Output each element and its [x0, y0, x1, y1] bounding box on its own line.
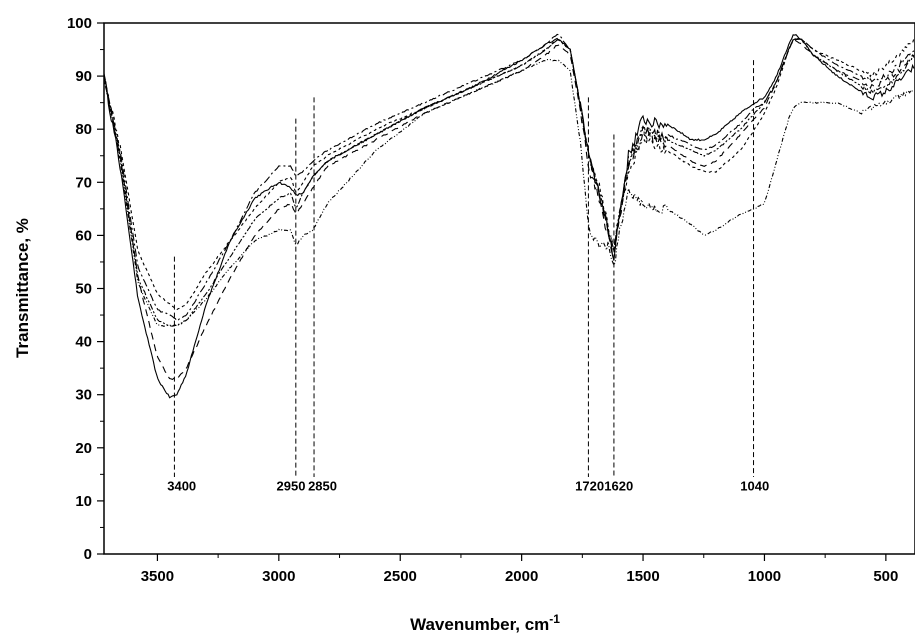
x-tick-label: 3500: [141, 568, 174, 585]
x-tick-label: 500: [873, 568, 898, 585]
spectrum-series-1: [103, 33, 915, 399]
peak-label: 2950: [277, 478, 306, 493]
axes-layer: 3500 3000 2500 2000 1500 1000 500 0 10 20 30 40 50 60…: [67, 15, 898, 585]
spectrum-series-4: [103, 33, 915, 322]
spectrum-series-6: [103, 58, 915, 327]
spectrum-series-3: [103, 37, 915, 311]
x-axis-label-main: Wavenumber, cm: [410, 615, 549, 634]
peak-label: 1040: [740, 478, 769, 493]
y-tick-label: 90: [75, 68, 92, 85]
x-axis-label: Wavenumber, cm-1: [410, 612, 560, 634]
y-tick-label: 60: [75, 227, 92, 244]
x-tick-label: 2500: [384, 568, 417, 585]
x-tick-label: 2000: [505, 568, 538, 585]
plot-area-frame: [103, 22, 915, 555]
y-tick-label: 50: [75, 281, 92, 298]
x-tick-label: 1500: [626, 568, 659, 585]
y-tick-label: 10: [75, 493, 92, 510]
y-tick-label: 70: [75, 174, 92, 191]
peak-label: 1720: [575, 478, 604, 493]
peak-label: 2850: [308, 478, 337, 493]
annotation-layer: 3400 2950 2850 1720 1620 1040: [167, 60, 769, 493]
spectrum-series-2: [103, 38, 915, 381]
x-tick-label: 3000: [262, 568, 295, 585]
y-tick-label: 80: [75, 121, 92, 138]
y-tick-label: 30: [75, 387, 92, 404]
peak-label: 3400: [167, 478, 196, 493]
x-tick-label: 1000: [748, 568, 781, 585]
y-tick-label: 40: [75, 334, 92, 351]
spectrum-series-5: [103, 37, 915, 327]
x-axis-label-superscript: -1: [549, 612, 560, 626]
y-tick-label: 20: [75, 440, 92, 457]
peak-label: 1620: [604, 478, 633, 493]
y-tick-label: 0: [84, 546, 92, 563]
series-layer: [103, 33, 915, 399]
y-tick-label: 100: [67, 15, 92, 32]
y-axis-label: Transmittance, %: [13, 218, 32, 358]
